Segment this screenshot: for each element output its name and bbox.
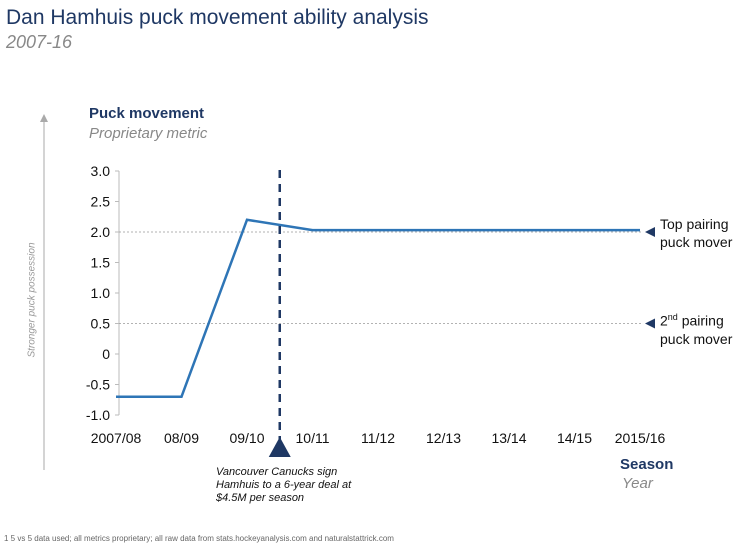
ref-label-sup: nd [667, 312, 678, 322]
x-tick-label: 10/11 [296, 430, 330, 446]
y-tick-label: 0.5 [91, 316, 111, 332]
ref-label-top: Top pairing puck mover [660, 215, 732, 251]
series-line [116, 218, 640, 398]
y-tick-label: 0 [102, 346, 110, 362]
x-axis-title: Season [620, 456, 674, 473]
x-tick-label: 11/12 [361, 430, 395, 446]
ref-label-second: 2nd pairing puck mover [660, 308, 732, 348]
x-tick-label: 12/13 [426, 430, 461, 446]
reference-pointer-icon [645, 227, 655, 237]
y-axis-subtitle: Proprietary metric [89, 125, 208, 142]
y-tick-label: 1.5 [91, 255, 111, 271]
footnote: 1 5 vs 5 data used; all metrics propriet… [4, 534, 394, 543]
ref-label-line2: puck mover [660, 330, 733, 347]
x-tick-label: 14/15 [557, 430, 592, 446]
ref-label-line1: 2 [660, 312, 668, 329]
ref-label-line1: Top pairing [660, 216, 729, 232]
ref-label-line2: puck mover [660, 234, 733, 250]
chart-title: Dan Hamhuis puck movement ability analys… [6, 6, 429, 29]
y-axis-title: Puck movement [89, 105, 205, 122]
chart-subtitle: 2007-16 [6, 32, 73, 52]
y-tick-label: 2.5 [91, 194, 111, 210]
x-axis-subtitle: Year [622, 475, 653, 492]
event-marker-icon [268, 437, 291, 457]
y-tick-label: 2.0 [91, 224, 111, 240]
event-annotation: Vancouver Canucks sign Hamhuis to a 6-ye… [216, 466, 352, 504]
y-tick-label: 3.0 [91, 163, 111, 179]
x-tick-label: 2007/08 [91, 430, 142, 446]
reference-pointer-icon [645, 318, 655, 329]
y-tick-label: 1.0 [91, 285, 111, 301]
ref-label-line1b: pairing [677, 312, 724, 329]
y-tick-label: -1.0 [86, 407, 110, 423]
x-tick-label: 09/10 [229, 430, 264, 446]
y-tick-label: -0.5 [86, 377, 110, 393]
side-arrow-head-icon [40, 114, 48, 122]
x-tick-label: 13/14 [491, 430, 526, 446]
x-tick-label: 2015/16 [615, 430, 666, 446]
x-tick-label: 08/09 [164, 430, 199, 446]
